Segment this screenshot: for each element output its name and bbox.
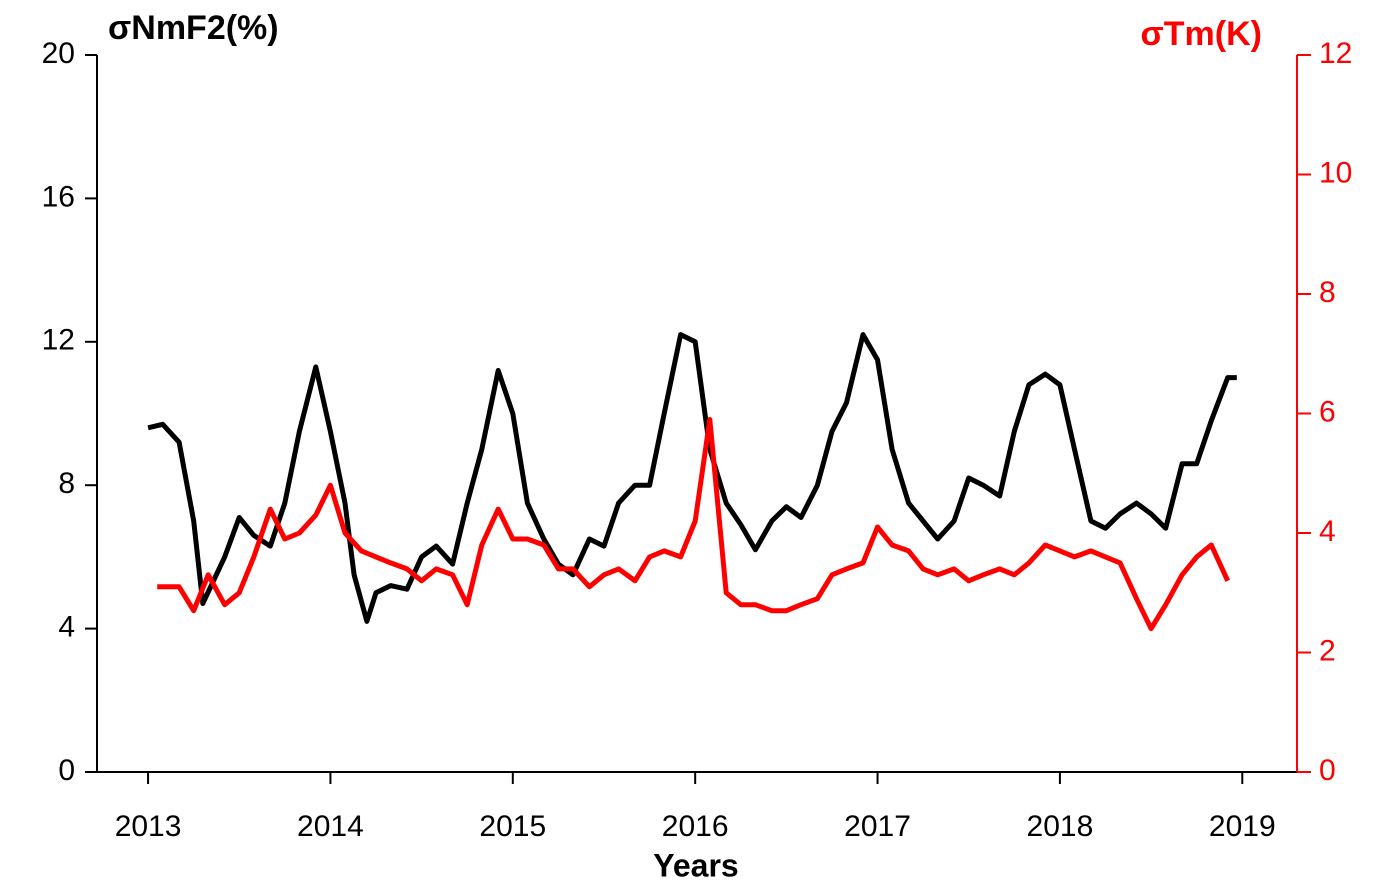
y2-tick-label: 8 [1319, 276, 1336, 309]
y2-tick-label: 10 [1319, 156, 1352, 189]
y-tick-label: 16 [42, 180, 75, 213]
x-tick-label: 2019 [1209, 810, 1276, 843]
x-tick-label: 2013 [115, 810, 182, 843]
y2-tick-label: 12 [1319, 37, 1352, 70]
y-tick-label: 20 [42, 37, 75, 70]
y-tick-label: 4 [58, 611, 75, 644]
y2-tick-label: 2 [1319, 634, 1336, 667]
x-tick-label: 2015 [479, 810, 546, 843]
y-axis-label: σNmF2(%) [108, 9, 279, 47]
y2-tick-label: 6 [1319, 395, 1336, 428]
series-line [147, 332, 1237, 624]
y2-tick-label: 0 [1319, 754, 1336, 787]
x-tick-label: 2018 [1027, 810, 1094, 843]
x-tick-label: 2014 [297, 810, 364, 843]
y2-axis-label: σTm(K) [1141, 15, 1262, 53]
x-tick-label: 2016 [662, 810, 729, 843]
y-tick-label: 8 [58, 467, 75, 500]
series-line [157, 417, 1230, 632]
y2-tick-label: 4 [1319, 515, 1336, 548]
x-tick-label: 2017 [844, 810, 911, 843]
y-tick-label: 12 [42, 324, 75, 357]
x-axis-label: Years [653, 847, 738, 883]
y-tick-label: 0 [58, 754, 75, 787]
